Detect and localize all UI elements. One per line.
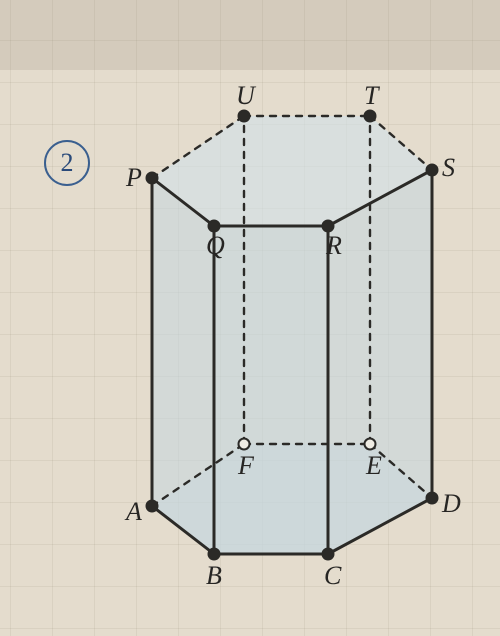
label-S: S <box>442 153 455 182</box>
vertex-F <box>239 439 250 450</box>
vertex-D <box>427 493 438 504</box>
label-A: A <box>124 497 142 526</box>
label-D: D <box>441 489 461 518</box>
label-B: B <box>206 561 222 590</box>
label-R: R <box>325 231 342 260</box>
label-P: P <box>125 163 142 192</box>
vertex-U <box>239 111 250 122</box>
label-C: C <box>324 561 342 590</box>
vertex-A <box>147 501 158 512</box>
label-E: E <box>365 451 382 480</box>
label-U: U <box>236 81 257 110</box>
label-F: F <box>237 451 255 480</box>
vertex-C <box>323 549 334 560</box>
vertex-R <box>323 221 334 232</box>
vertex-E <box>365 439 376 450</box>
label-Q: Q <box>206 231 225 260</box>
label-T: T <box>364 81 380 110</box>
vertex-S <box>427 165 438 176</box>
hexagonal-prism-diagram: U T S P Q R F E A D B C <box>0 0 500 636</box>
vertex-Q <box>209 221 220 232</box>
vertex-B <box>209 549 220 560</box>
vertex-P <box>147 173 158 184</box>
prism-faces <box>152 116 432 554</box>
vertex-T <box>365 111 376 122</box>
